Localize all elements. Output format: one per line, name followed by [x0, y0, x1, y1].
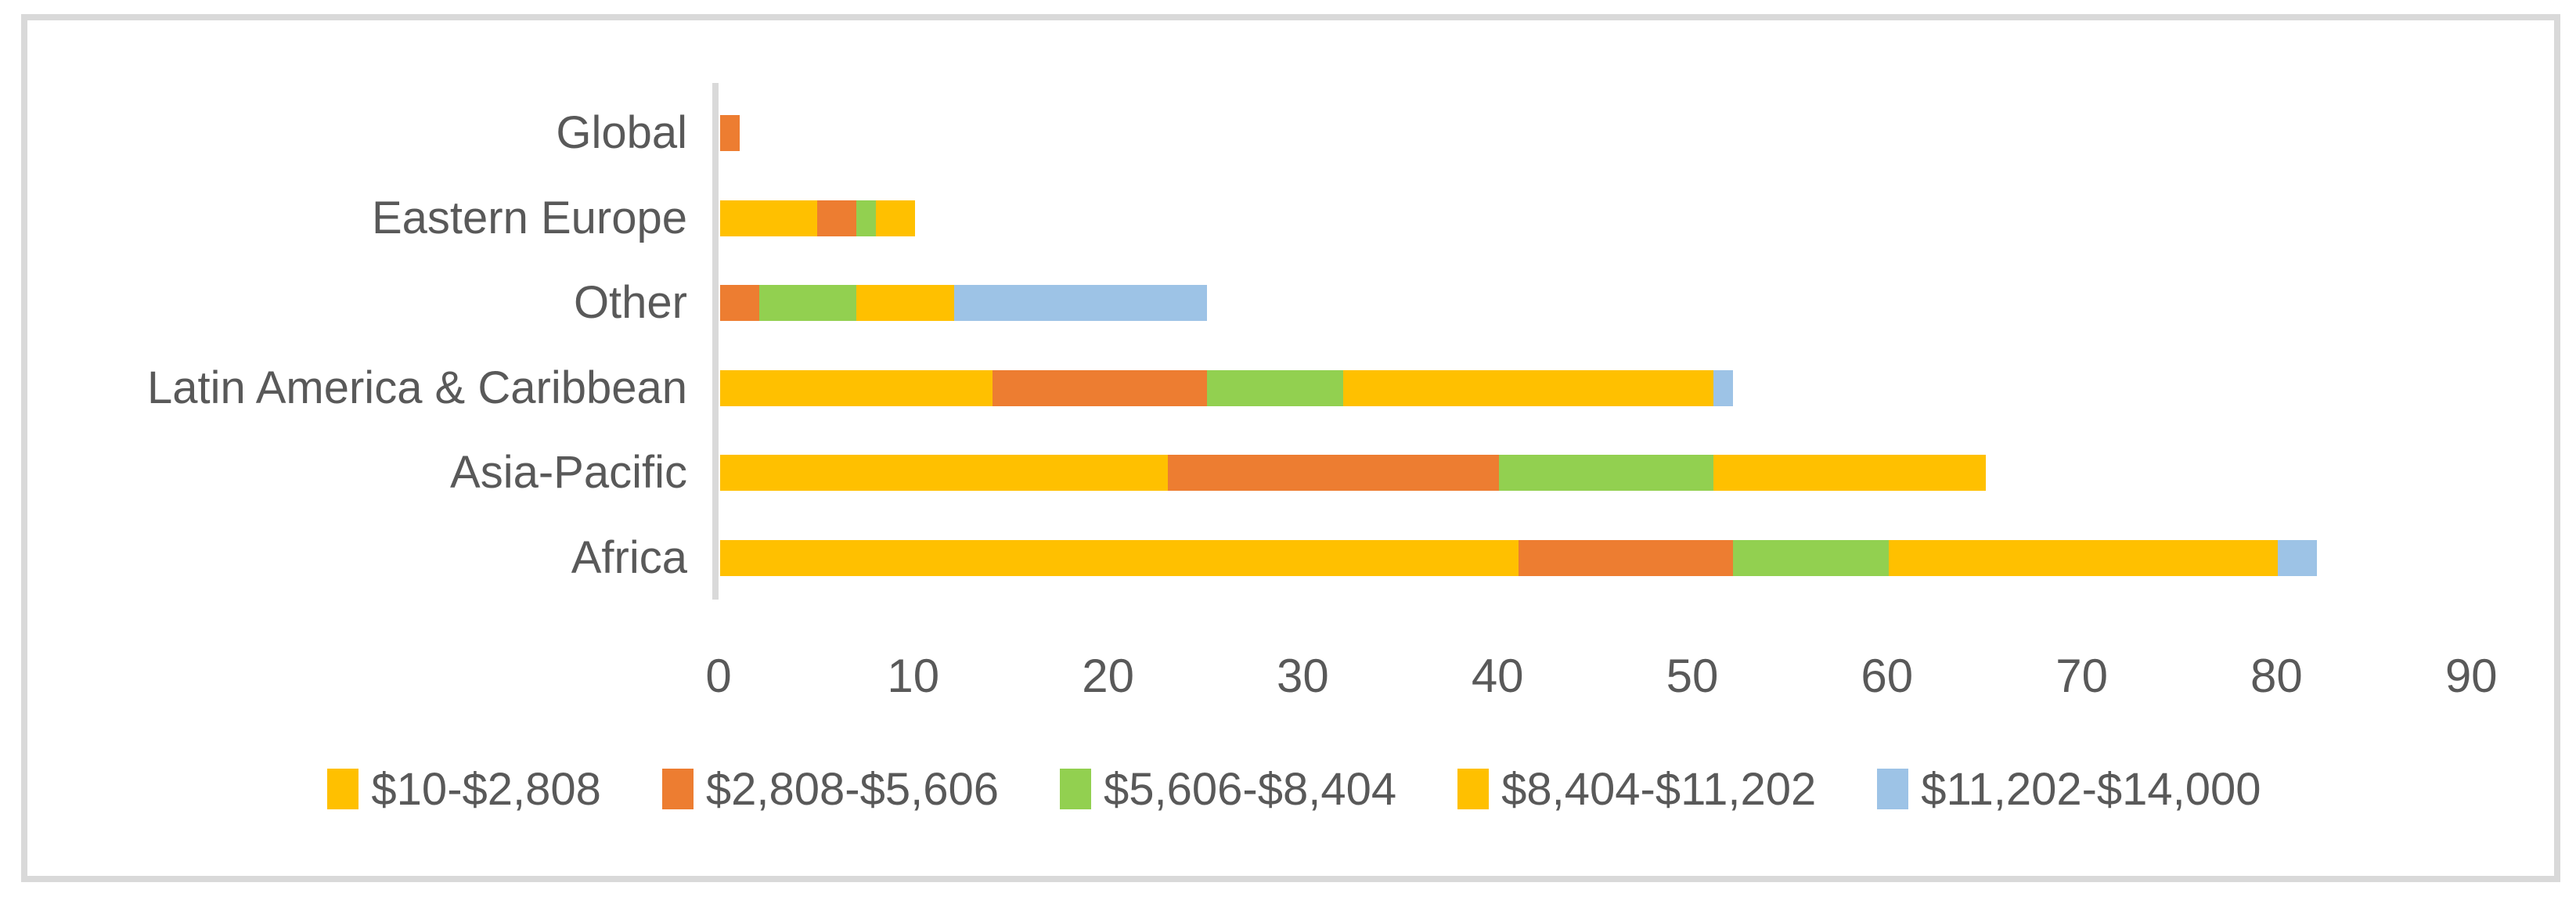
bar-segment-3: [1499, 455, 1713, 492]
x-tick-label: 80: [2250, 650, 2303, 702]
legend-swatch-icon: [1457, 769, 1490, 809]
legend-item: $5,606-$8,404: [1060, 763, 1396, 816]
bar-segment-2: [1168, 455, 1500, 492]
legend-label: $2,808-$5,606: [705, 763, 1000, 815]
bar-segment-5: [953, 285, 1207, 322]
bar-segment-5: [1713, 369, 1733, 406]
legend-swatch-icon: [1060, 769, 1092, 809]
bar-segment-2: [993, 369, 1207, 406]
category-label: Asia-Pacific: [450, 447, 687, 499]
bar-segment-4: [1343, 369, 1713, 406]
legend: $10-$2,808 $2,808-$5,606 $5,606-$8,404 $8,4…: [6, 759, 2576, 819]
legend-label: $10-$2,808: [371, 763, 601, 815]
legend-item: $8,404-$11,202: [1457, 763, 1816, 816]
x-tick-label: 30: [1277, 650, 1329, 702]
bar-segment-4: [1713, 455, 1987, 492]
x-tick-label: 70: [2055, 650, 2108, 702]
bar-segment-5: [2278, 540, 2318, 576]
legend-swatch-icon: [661, 769, 694, 809]
bar-segment-4: [876, 200, 915, 236]
legend-label: $5,606-$8,404: [1104, 763, 1397, 815]
bar-segment-2: [720, 285, 759, 322]
legend-item: $2,808-$5,606: [661, 763, 1000, 816]
bar-segment-4: [856, 285, 954, 322]
x-tick-label: 60: [1861, 650, 1914, 702]
category-label: Eastern Europe: [371, 192, 687, 243]
bar-segment-2: [1519, 540, 1733, 576]
legend-item: $11,202-$14,000: [1877, 763, 2261, 816]
bar-segment-2: [817, 200, 857, 236]
x-tick-label: 40: [1471, 650, 1524, 702]
bar-segment-3: [856, 200, 877, 236]
bar-segment-1: [720, 455, 1169, 492]
bar-segment-4: [1888, 540, 2279, 576]
x-tick-label: 0: [705, 650, 732, 702]
legend-label: $11,202-$14,000: [1921, 763, 2261, 815]
legend-label: $8,404-$11,202: [1501, 763, 1817, 815]
bar-segment-1: [720, 200, 818, 236]
x-tick-label: 10: [887, 650, 940, 702]
bar-segment-1: [720, 540, 1519, 576]
category-label: Global: [556, 107, 687, 158]
category-label: Latin America & Caribbean: [147, 362, 687, 413]
chart-border: Global Eastern Europe Other Latin America &…: [21, 14, 2560, 882]
bar-segment-3: [1207, 369, 1344, 406]
plot-area: Global Eastern Europe Other Latin America &…: [6, 6, 2576, 897]
x-tick-label: 90: [2444, 650, 2498, 702]
bar-segment-2: [720, 115, 740, 151]
legend-item: $10-$2,808: [327, 763, 601, 816]
category-label: Other: [573, 277, 687, 329]
legend-swatch-icon: [1877, 769, 1909, 809]
bar-segment-3: [758, 285, 857, 322]
category-label: Africa: [571, 532, 687, 583]
x-tick-label: 20: [1082, 650, 1134, 702]
legend-swatch-icon: [327, 769, 359, 809]
bar-segment-3: [1732, 540, 1889, 576]
bar-segment-1: [720, 369, 993, 406]
y-axis-line: [712, 83, 719, 600]
x-tick-label: 50: [1666, 650, 1719, 702]
